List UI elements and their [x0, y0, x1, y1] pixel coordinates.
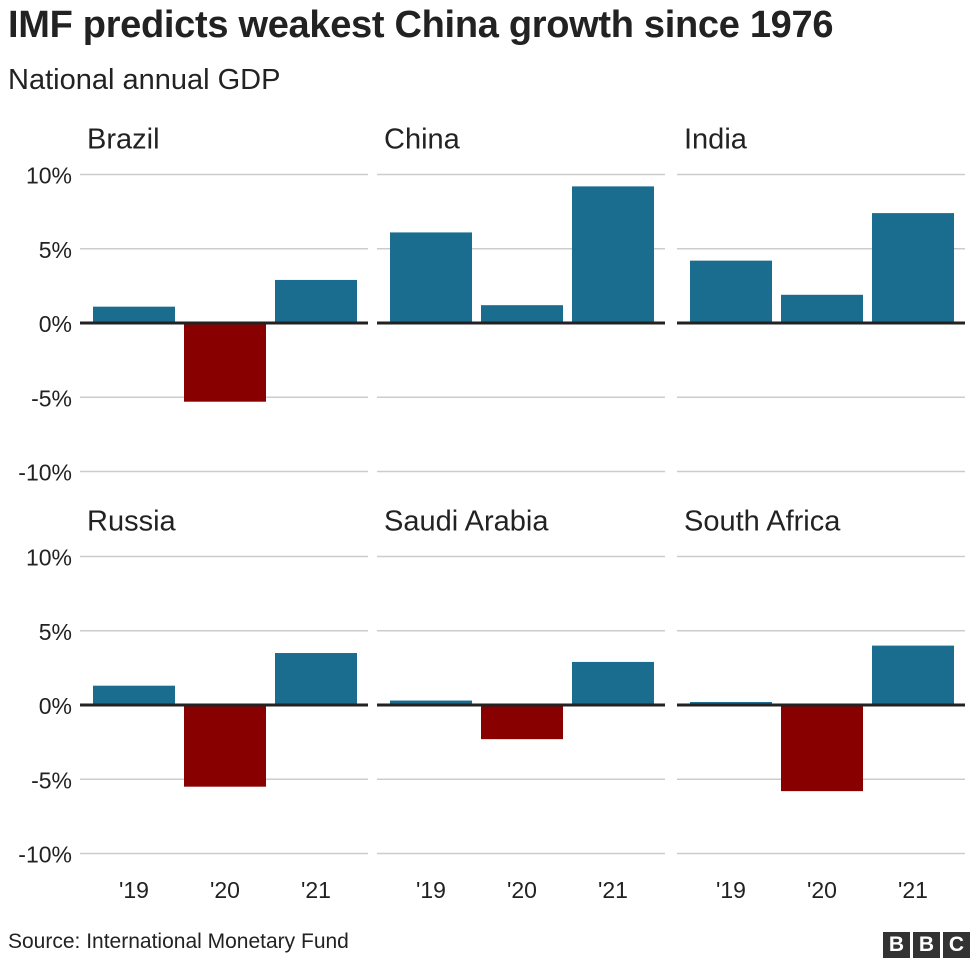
x-tick-label: '19 [716, 877, 746, 903]
bar-china-1 [481, 305, 563, 323]
y-tick-label: 10% [26, 163, 72, 189]
bar-india-2 [872, 213, 954, 323]
bar-brazil-0 [93, 306, 175, 323]
panel-title: Russia [87, 506, 177, 538]
y-tick-label: -10% [18, 842, 72, 868]
bar-india-1 [781, 294, 863, 323]
y-tick-label: 5% [39, 619, 72, 645]
bar-south-africa-1 [781, 705, 863, 792]
x-tick-label: '19 [416, 877, 446, 903]
panel-title: Saudi Arabia [384, 506, 549, 538]
source-note: Source: International Monetary Fund [8, 930, 349, 953]
bar-saudi-arabia-2 [572, 661, 654, 705]
bar-saudi-arabia-1 [481, 705, 563, 740]
panel-title: China [384, 124, 461, 156]
bar-russia-0 [93, 685, 175, 705]
bar-russia-1 [184, 705, 266, 787]
x-tick-label: '20 [507, 877, 537, 903]
bar-south-africa-2 [872, 645, 954, 705]
y-tick-label: 10% [26, 545, 72, 571]
bar-china-0 [390, 232, 472, 323]
chart-subtitle: National annual GDP [8, 64, 281, 96]
bar-china-2 [572, 186, 654, 323]
bar-india-0 [690, 260, 772, 323]
x-tick-label: '19 [119, 877, 149, 903]
panel-title: South Africa [684, 506, 841, 538]
bar-brazil-1 [184, 323, 266, 402]
y-tick-label: -10% [18, 460, 72, 486]
x-tick-label: '20 [210, 877, 240, 903]
y-tick-label: -5% [31, 767, 72, 793]
y-tick-label: 0% [39, 311, 72, 337]
x-tick-label: '20 [807, 877, 837, 903]
bar-brazil-2 [275, 279, 357, 323]
panel-title: India [684, 124, 748, 156]
x-tick-label: '21 [898, 877, 928, 903]
bar-russia-2 [275, 653, 357, 705]
bar-saudi-arabia-0 [390, 700, 472, 705]
panel-title: Brazil [87, 124, 160, 156]
x-tick-label: '21 [598, 877, 628, 903]
chart-title: IMF predicts weakest China growth since … [8, 4, 834, 46]
y-tick-label: 5% [39, 237, 72, 263]
y-tick-label: -5% [31, 385, 72, 411]
x-tick-label: '21 [301, 877, 331, 903]
y-tick-label: 0% [39, 693, 72, 719]
